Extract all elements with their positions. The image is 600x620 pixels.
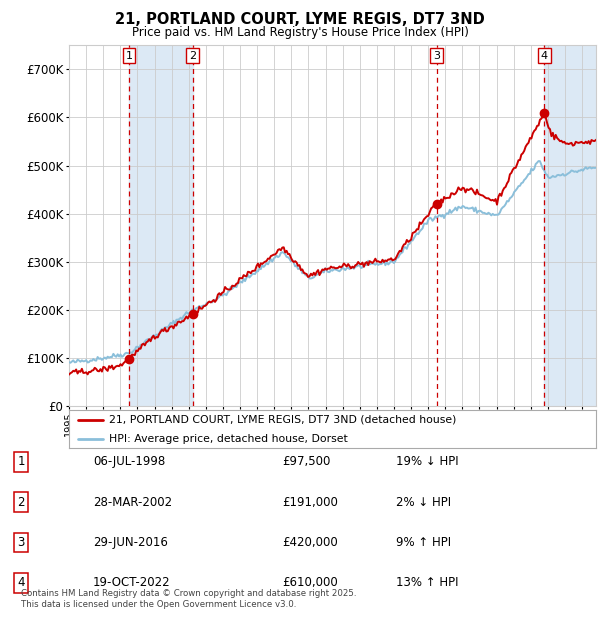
Text: 13% ↑ HPI: 13% ↑ HPI bbox=[396, 577, 458, 589]
Text: £610,000: £610,000 bbox=[282, 577, 338, 589]
Bar bbox=[544, 45, 596, 406]
Bar bbox=[129, 45, 193, 406]
Text: 19% ↓ HPI: 19% ↓ HPI bbox=[396, 456, 458, 468]
Text: 1: 1 bbox=[17, 456, 25, 468]
Text: 9% ↑ HPI: 9% ↑ HPI bbox=[396, 536, 451, 549]
Text: £191,000: £191,000 bbox=[282, 496, 338, 508]
Text: 2: 2 bbox=[17, 496, 25, 508]
Text: 19-OCT-2022: 19-OCT-2022 bbox=[93, 577, 170, 589]
Text: £97,500: £97,500 bbox=[282, 456, 331, 468]
Text: HPI: Average price, detached house, Dorset: HPI: Average price, detached house, Dors… bbox=[109, 435, 347, 445]
Text: 4: 4 bbox=[541, 51, 548, 61]
Text: £420,000: £420,000 bbox=[282, 536, 338, 549]
Text: 21, PORTLAND COURT, LYME REGIS, DT7 3ND (detached house): 21, PORTLAND COURT, LYME REGIS, DT7 3ND … bbox=[109, 415, 456, 425]
Text: 1: 1 bbox=[125, 51, 133, 61]
Text: 29-JUN-2016: 29-JUN-2016 bbox=[93, 536, 168, 549]
Text: Price paid vs. HM Land Registry's House Price Index (HPI): Price paid vs. HM Land Registry's House … bbox=[131, 26, 469, 39]
Text: 4: 4 bbox=[17, 577, 25, 589]
Text: Contains HM Land Registry data © Crown copyright and database right 2025.
This d: Contains HM Land Registry data © Crown c… bbox=[21, 590, 356, 609]
Text: 3: 3 bbox=[17, 536, 25, 549]
Text: 2% ↓ HPI: 2% ↓ HPI bbox=[396, 496, 451, 508]
Text: 3: 3 bbox=[433, 51, 440, 61]
Text: 2: 2 bbox=[189, 51, 196, 61]
Text: 21, PORTLAND COURT, LYME REGIS, DT7 3ND: 21, PORTLAND COURT, LYME REGIS, DT7 3ND bbox=[115, 12, 485, 27]
Text: 06-JUL-1998: 06-JUL-1998 bbox=[93, 456, 165, 468]
Text: 28-MAR-2002: 28-MAR-2002 bbox=[93, 496, 172, 508]
